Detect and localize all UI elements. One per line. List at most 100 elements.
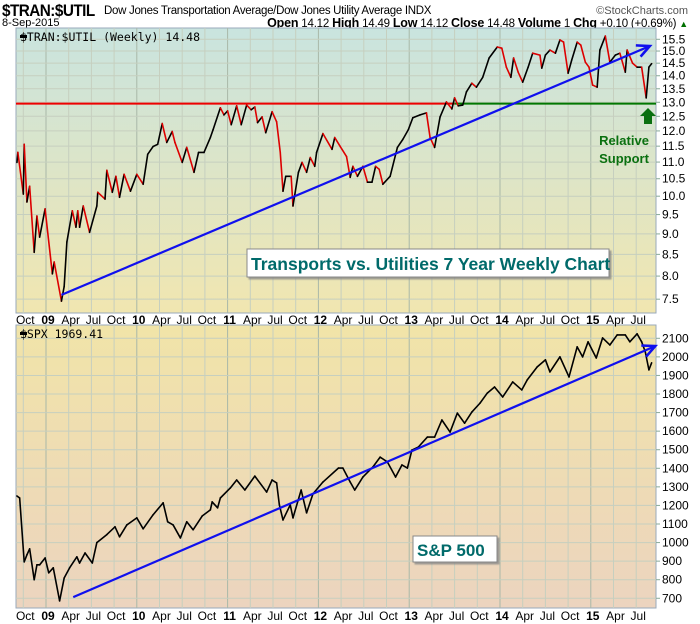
price-segment xyxy=(493,386,504,398)
price-segment xyxy=(36,215,41,238)
price-segment xyxy=(152,143,159,148)
x-tick-label: Apr xyxy=(515,313,534,327)
price-segment xyxy=(488,46,499,59)
x-tick-label: Oct xyxy=(561,609,580,623)
price-segment xyxy=(118,524,128,538)
price-segment xyxy=(445,101,453,110)
price-segment xyxy=(619,52,627,73)
price-segment xyxy=(38,557,46,566)
price-segment xyxy=(226,110,233,126)
price-segment xyxy=(624,49,628,73)
price-segment xyxy=(203,136,212,154)
chart-symbol: $TRAN:$UTIL xyxy=(2,1,95,20)
x-tick-label: Oct xyxy=(561,313,580,327)
price-segment xyxy=(209,128,214,139)
price-segment xyxy=(254,475,268,493)
price-segment xyxy=(512,57,519,73)
price-segment xyxy=(162,502,169,523)
price-segment xyxy=(559,356,570,378)
x-tick-label: Oct xyxy=(288,313,307,327)
price-segment xyxy=(463,411,473,424)
price-segment xyxy=(172,524,182,539)
sp500-annotation-text: S&P 500 xyxy=(417,541,485,560)
x-tick-label: Jul xyxy=(86,313,101,327)
x-tick-label: Apr xyxy=(334,609,353,623)
x-tick-label: 14 xyxy=(495,609,509,623)
price-segment xyxy=(297,161,303,174)
price-segment xyxy=(456,412,466,424)
x-tick-label: Oct xyxy=(107,609,126,623)
top-legend-swatch xyxy=(20,35,27,38)
y-tick-label: 9.5 xyxy=(662,208,679,222)
y-tick-label: 2000 xyxy=(662,350,689,364)
price-segment xyxy=(289,504,294,519)
x-tick-label: 09 xyxy=(41,313,55,327)
price-segment xyxy=(401,464,409,469)
x-tick-label: Oct xyxy=(16,313,35,327)
trendline xyxy=(72,345,656,599)
price-segment xyxy=(475,76,484,88)
price-segment xyxy=(544,359,551,373)
price-segment xyxy=(118,173,125,199)
price-segment xyxy=(501,381,514,398)
price-segment xyxy=(33,564,38,581)
price-segment xyxy=(461,91,468,106)
price-segment xyxy=(580,44,587,63)
bottom-legend: $SPX 1969.41 xyxy=(20,327,103,341)
x-tick-label: Apr xyxy=(152,609,171,623)
price-segment xyxy=(18,497,26,563)
x-tick-label: Jul xyxy=(358,313,373,327)
y-tick-label: 1400 xyxy=(662,461,689,475)
price-segment xyxy=(68,556,78,569)
price-segment xyxy=(521,66,529,83)
x-tick-label: Jul xyxy=(631,609,646,623)
price-segment xyxy=(396,138,404,149)
price-segment xyxy=(624,334,631,343)
price-segment xyxy=(152,502,164,516)
price-segment xyxy=(219,487,232,499)
price-segment xyxy=(539,54,543,69)
price-segment xyxy=(192,515,203,531)
y-tick-label: 15.5 xyxy=(662,32,686,46)
price-segment xyxy=(271,110,278,123)
price-segment xyxy=(382,175,391,186)
price-segment xyxy=(245,104,253,111)
price-segment xyxy=(527,52,534,68)
x-tick-label: Jul xyxy=(631,313,646,327)
price-segment xyxy=(536,359,547,368)
price-segment xyxy=(441,419,451,433)
price-segment xyxy=(282,504,292,521)
price-segment xyxy=(648,62,653,68)
y-tick-label: 9.0 xyxy=(662,227,679,241)
price-segment xyxy=(44,208,54,275)
price-segment xyxy=(156,122,164,146)
price-segment xyxy=(599,35,607,51)
price-segment xyxy=(181,146,188,164)
price-segment xyxy=(44,557,50,574)
price-segment xyxy=(244,475,256,491)
x-tick-label: Apr xyxy=(61,609,80,623)
y-tick-label: 13.5 xyxy=(662,82,686,96)
close-label: Close xyxy=(451,16,485,30)
price-segment xyxy=(96,191,99,207)
price-segment xyxy=(23,554,28,563)
x-tick-label: Oct xyxy=(198,609,217,623)
volume-value: 1 xyxy=(563,18,571,30)
y-tick-label: 1600 xyxy=(662,424,689,438)
low-value: 14.12 xyxy=(420,18,449,30)
price-segment xyxy=(28,185,35,254)
price-segment xyxy=(28,548,35,581)
price-segment xyxy=(136,517,144,530)
y-tick-label: 12.0 xyxy=(662,124,686,138)
price-segment xyxy=(66,210,74,243)
price-segment xyxy=(279,151,284,193)
brand-link[interactable]: ©StockCharts.com xyxy=(596,5,688,17)
price-segment xyxy=(165,130,174,144)
price-segment xyxy=(123,173,132,193)
x-tick-label: 09 xyxy=(41,609,55,623)
price-segment xyxy=(587,341,598,359)
price-segment xyxy=(53,261,63,302)
sp500-annotation-box xyxy=(412,535,498,563)
x-tick-label: 11 xyxy=(223,313,236,327)
